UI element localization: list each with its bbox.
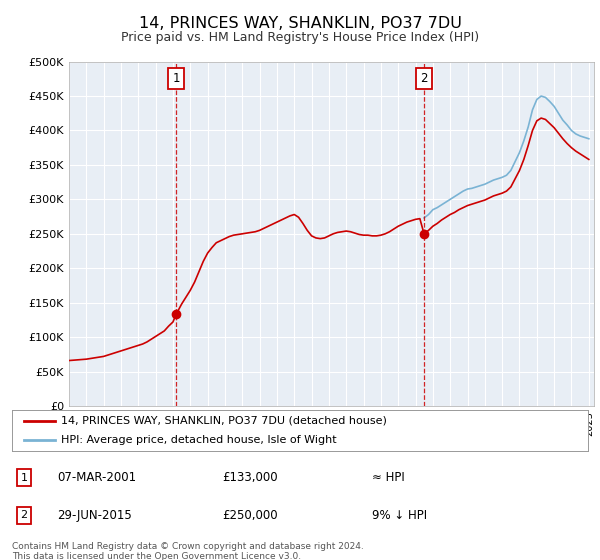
Text: 9% ↓ HPI: 9% ↓ HPI [372,508,427,522]
Text: £250,000: £250,000 [222,508,278,522]
Text: 14, PRINCES WAY, SHANKLIN, PO37 7DU (detached house): 14, PRINCES WAY, SHANKLIN, PO37 7DU (det… [61,416,387,426]
Text: 07-MAR-2001: 07-MAR-2001 [57,471,136,484]
Text: ≈ HPI: ≈ HPI [372,471,405,484]
Text: Contains HM Land Registry data © Crown copyright and database right 2024.
This d: Contains HM Land Registry data © Crown c… [12,542,364,560]
Text: 1: 1 [20,473,28,483]
Text: HPI: Average price, detached house, Isle of Wight: HPI: Average price, detached house, Isle… [61,435,337,445]
Text: Price paid vs. HM Land Registry's House Price Index (HPI): Price paid vs. HM Land Registry's House … [121,31,479,44]
Text: 2: 2 [420,72,428,85]
Text: 29-JUN-2015: 29-JUN-2015 [57,508,132,522]
Text: 14, PRINCES WAY, SHANKLIN, PO37 7DU: 14, PRINCES WAY, SHANKLIN, PO37 7DU [139,16,461,31]
Text: £133,000: £133,000 [222,471,278,484]
Text: 1: 1 [172,72,180,85]
Text: 2: 2 [20,510,28,520]
